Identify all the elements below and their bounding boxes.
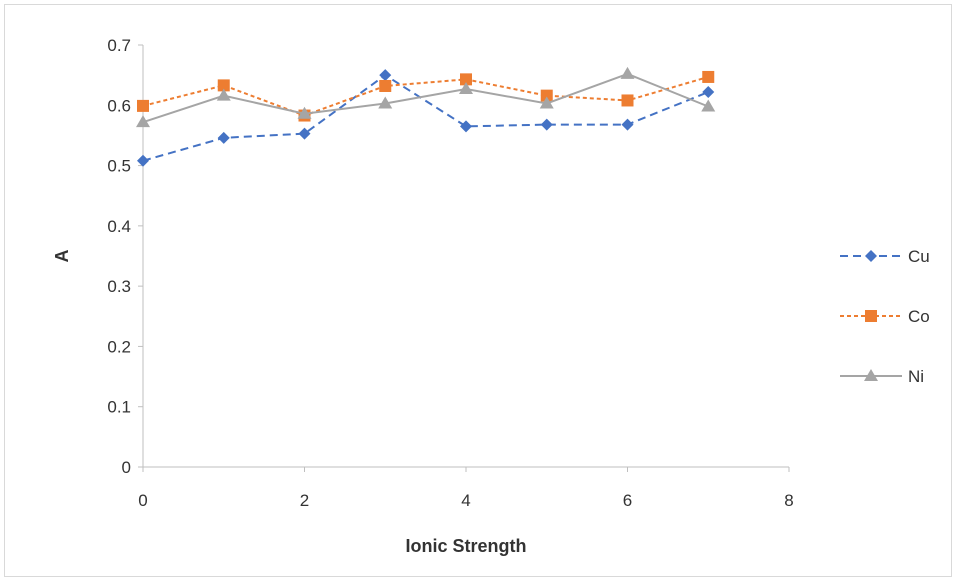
x-axis-title: Ionic Strength [406, 536, 527, 556]
data-point-co [217, 79, 230, 92]
y-tick-label: 0.1 [107, 398, 131, 417]
y-tick-labels: 0 0.1 0.2 0.3 0.4 0.5 0.6 0.7 [107, 36, 143, 477]
data-point-co [621, 94, 634, 107]
data-point-cu [217, 131, 230, 144]
data-point-cu [540, 118, 553, 131]
x-tick-label: 4 [461, 491, 470, 510]
x-tick-label: 2 [300, 491, 309, 510]
legend-marker-ni [864, 369, 878, 381]
data-point-ni [701, 99, 716, 112]
legend-marker-co [865, 310, 877, 322]
x-tick-label: 6 [623, 491, 632, 510]
data-point-ni [539, 96, 554, 109]
data-point-ni [378, 96, 393, 109]
y-tick-label: 0 [122, 458, 131, 477]
legend-item-ni: Ni [840, 367, 924, 386]
x-tick-label: 8 [784, 491, 793, 510]
y-tick-label: 0.5 [107, 157, 131, 176]
legend-label-cu: Cu [908, 247, 930, 266]
data-point-cu [137, 154, 149, 167]
data-point-ni [620, 66, 635, 79]
data-point-cu [702, 86, 715, 99]
legend-label-co: Co [908, 307, 930, 326]
data-point-co [379, 79, 392, 92]
series-line-co [142, 75, 709, 117]
series-line-cu [142, 73, 709, 162]
data-point-ni [136, 115, 150, 128]
legend-item-cu: Cu [840, 247, 930, 266]
data-point-cu [379, 69, 392, 82]
x-tick-labels: 0 2 4 6 8 [138, 467, 794, 510]
plot-area [136, 66, 716, 167]
legend-item-co: Co [840, 307, 930, 326]
legend-marker-cu [865, 250, 877, 262]
chart-frame [4, 4, 952, 577]
y-tick-label: 0.4 [107, 217, 131, 236]
x-tick-label: 0 [138, 491, 147, 510]
legend-label-ni: Ni [908, 367, 924, 386]
data-point-co [540, 89, 553, 102]
data-point-ni [216, 88, 231, 101]
data-point-cu [460, 120, 472, 133]
data-point-co [460, 73, 472, 86]
series-line-ni [142, 72, 709, 124]
series-cu [137, 69, 715, 167]
data-point-cu [621, 118, 634, 131]
series-ni [136, 66, 716, 128]
data-point-co [702, 70, 715, 83]
y-tick-label: 0.6 [107, 96, 131, 115]
data-point-ni [459, 82, 473, 95]
y-tick-label: 0.2 [107, 337, 131, 356]
legend: Cu Co Ni [840, 247, 930, 386]
y-tick-label: 0.7 [107, 36, 131, 55]
axes [142, 45, 789, 468]
y-tick-label: 0.3 [107, 277, 131, 296]
data-point-cu [298, 127, 311, 140]
data-point-ni [297, 106, 312, 119]
y-axis-title: A [52, 250, 72, 263]
data-point-co [137, 99, 149, 112]
series-co [137, 70, 715, 122]
